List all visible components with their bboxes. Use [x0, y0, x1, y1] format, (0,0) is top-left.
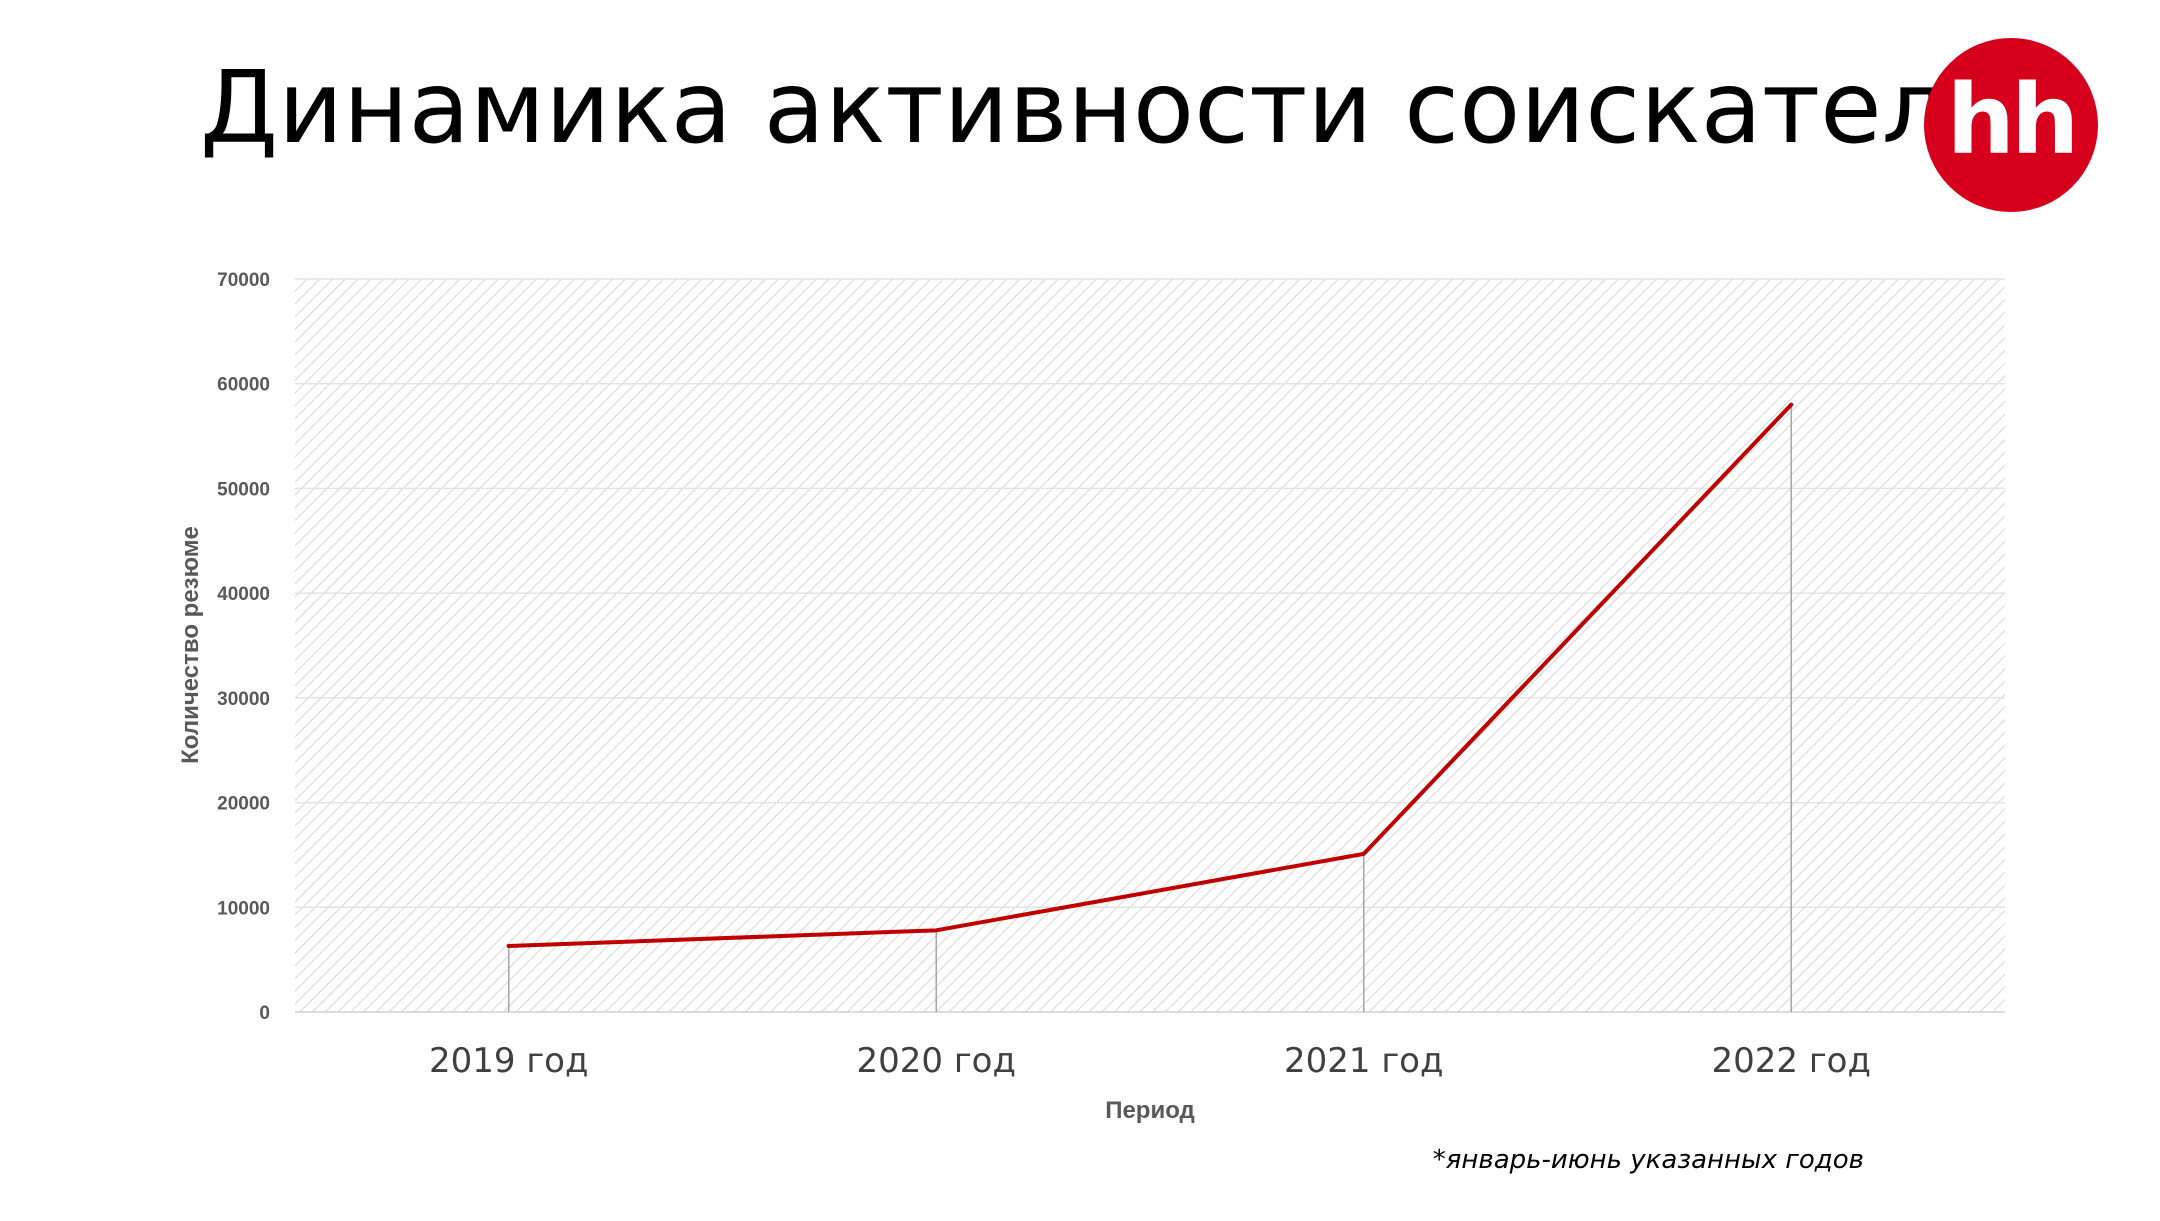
plot-area	[295, 279, 2005, 1012]
y-tick-labels: 0 10000 20000 30000 40000 50000 60000 70000	[217, 270, 270, 1024]
y-tick-label: 60000	[217, 375, 270, 396]
y-tick-label: 30000	[217, 689, 270, 710]
y-tick-label: 70000	[217, 270, 270, 291]
x-tick-label: 2020 год	[856, 1041, 1016, 1081]
y-tick-label: 50000	[217, 479, 270, 500]
y-axis-title: Количество резюме	[177, 526, 204, 764]
y-tick-label: 0	[259, 1003, 270, 1024]
hh-logo: hh	[1924, 38, 2098, 212]
x-tick-label: 2021 год	[1284, 1041, 1444, 1081]
slide-title: Динамика активности соискателей	[200, 49, 2073, 166]
x-axis-title: Период	[1105, 1097, 1195, 1124]
drop-lines	[508, 404, 1792, 1012]
x-tick-label: 2019 год	[429, 1041, 589, 1081]
y-tick-label: 40000	[217, 584, 270, 605]
x-tick-labels: 2019 год 2020 год 2021 год 2022 год	[429, 1041, 1871, 1081]
series-line	[506, 402, 1794, 949]
gridlines	[295, 278, 2005, 1013]
x-tick-label: 2022 год	[1711, 1041, 1871, 1081]
y-tick-label: 10000	[217, 898, 270, 919]
y-tick-label: 20000	[217, 794, 270, 815]
footnote: *январь-июнь указанных годов	[1432, 1145, 1864, 1175]
